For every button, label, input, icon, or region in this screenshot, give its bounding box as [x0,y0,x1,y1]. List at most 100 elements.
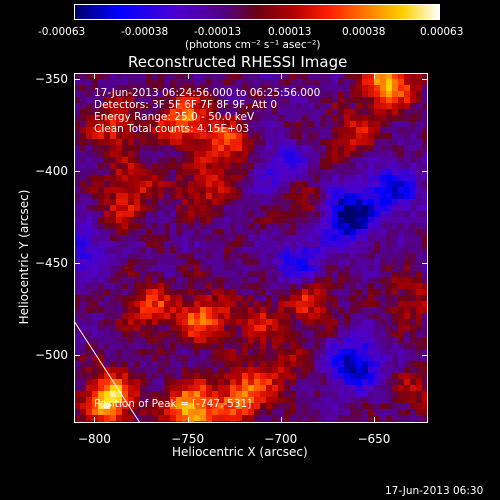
heatmap-cell [98,97,105,104]
heatmap-cell [146,391,153,398]
heatmap-cell [272,115,279,122]
heatmap-cell [134,235,141,242]
heatmap-cell [218,373,225,380]
heatmap-cell [368,85,375,92]
heatmap-cell [260,97,267,104]
heatmap-cell [320,355,327,362]
heatmap-cell [338,241,345,248]
heatmap-cell [416,109,423,116]
heatmap-cell [200,301,207,308]
heatmap-cell [326,349,333,356]
heatmap-cell [392,283,399,290]
heatmap-cell [74,283,81,290]
heatmap-cell [290,223,297,230]
heatmap-cell [236,211,243,218]
heatmap-cell [242,397,249,404]
heatmap-cell [80,403,87,410]
heatmap-cell [260,163,267,170]
heatmap-cell [80,361,87,368]
heatmap-cell [182,415,189,422]
heatmap-cell [248,181,255,188]
heatmap-cell [404,133,411,140]
heatmap-cell [182,211,189,218]
solar-limb-line [74,320,141,423]
heatmap-cell [218,421,225,423]
heatmap-cell [86,133,93,140]
heatmap-cell [302,367,309,374]
heatmap-cell [104,379,111,386]
heatmap-cell [146,271,153,278]
heatmap-cell [170,103,177,110]
heatmap-cell [128,289,135,296]
heatmap-cell [116,175,123,182]
heatmap-cell [152,295,159,302]
heatmap-cell [98,103,105,110]
heatmap-cell [326,421,333,423]
heatmap-cell [284,271,291,278]
heatmap-cell [410,109,417,116]
heatmap-cell [146,313,153,320]
heatmap-cell [392,271,399,278]
heatmap-cell [212,313,219,320]
heatmap-cell [302,385,309,392]
heatmap-cell [236,121,243,128]
heatmap-cell [308,331,315,338]
heatmap-cell [242,139,249,146]
heatmap-cell [140,283,147,290]
heatmap-cell [296,163,303,170]
heatmap-cell [248,343,255,350]
heatmap-cell [290,307,297,314]
heatmap-cell [122,283,129,290]
heatmap-cell [320,145,327,152]
heatmap-cell [266,133,273,140]
heatmap-cell [200,145,207,152]
heatmap-cell [122,367,129,374]
heatmap-cell [410,319,417,326]
heatmap-cell [290,265,297,272]
heatmap-cell [416,361,423,368]
heatmap-cell [116,145,123,152]
heatmap-cell [158,199,165,206]
heatmap-cell [200,277,207,284]
heatmap-cell [362,103,369,110]
heatmap-cell [194,349,201,356]
heatmap-cell [176,157,183,164]
heatmap-cell [182,265,189,272]
heatmap-cell [224,73,231,80]
heatmap-cell [392,103,399,110]
heatmap-cell [194,91,201,98]
heatmap-cell [380,235,387,242]
heatmap-cell [374,121,381,128]
heatmap-cell [290,349,297,356]
heatmap-cell [200,187,207,194]
heatmap-cell [350,133,357,140]
heatmap-cell [116,193,123,200]
heatmap-cell [278,91,285,98]
heatmap-cell [98,115,105,122]
heatmap-cell [92,85,99,92]
heatmap-cell [92,253,99,260]
annotation-energy: Energy Range: 25.0 - 50.0 keV [94,111,255,123]
heatmap-cell [284,277,291,284]
heatmap-cell [296,313,303,320]
heatmap-cell [290,181,297,188]
heatmap-cell [338,331,345,338]
heatmap-cell [344,271,351,278]
heatmap-cell [170,187,177,194]
heatmap-cell [104,265,111,272]
heatmap-cell [314,259,321,266]
heatmap-cell [338,343,345,350]
y-axis-tick-label: −450 [35,255,68,270]
heatmap-cell [206,271,213,278]
heatmap-cell [368,211,375,218]
heatmap-cell [422,235,428,242]
heatmap-cell [374,253,381,260]
heatmap-cell [350,241,357,248]
heatmap-cell [182,181,189,188]
heatmap-cell [206,415,213,422]
annotation-detectors: Detectors: 3F 5F 6F 7F 8F 9F, Att 0 [94,99,278,111]
heatmap-cell [338,313,345,320]
heatmap-cell [278,133,285,140]
heatmap-cell [410,349,417,356]
heatmap-cell [146,241,153,248]
